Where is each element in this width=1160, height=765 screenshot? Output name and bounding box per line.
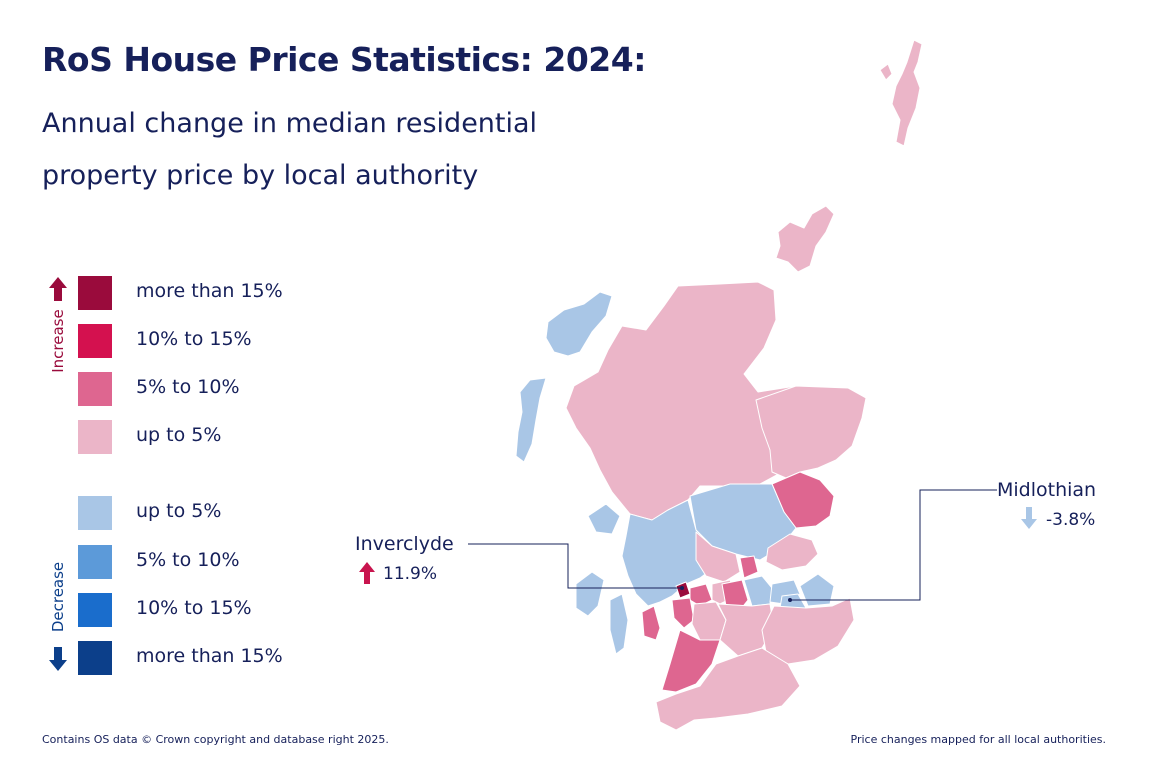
region-north-lanarkshire	[721, 579, 749, 611]
legend-label: more than 15%	[136, 280, 283, 302]
legend-item-decrease-10-15: 10% to 15%	[78, 593, 338, 629]
decrease-arrow-icon	[1021, 507, 1037, 529]
region-western-isles	[545, 291, 613, 357]
footer-attribution: Contains OS data © Crown copyright and d…	[42, 733, 389, 746]
region-arran	[641, 605, 661, 641]
legend-swatch	[78, 276, 112, 310]
legend-item-increase-gt15: more than 15%	[78, 276, 338, 312]
legend-item-increase-5-10: 5% to 10%	[78, 372, 338, 408]
region-falkirk	[739, 555, 759, 579]
increase-arrow-icon	[49, 277, 67, 301]
region-shetland	[891, 39, 923, 147]
legend-swatch	[78, 324, 112, 358]
increase-arrow-icon	[359, 562, 375, 584]
midlothian-callout-name: Midlothian	[997, 479, 1097, 501]
region-islay	[575, 571, 605, 617]
region-western-isles-south	[515, 377, 547, 463]
region-north-ayrshire	[671, 597, 695, 629]
decrease-arrow-icon	[49, 647, 67, 671]
region-west-lothian	[743, 575, 773, 607]
region-shetland-islet	[879, 63, 893, 81]
legend-item-decrease-0-5: up to 5%	[78, 496, 338, 532]
legend-swatch	[78, 496, 112, 530]
legend-label: up to 5%	[136, 500, 222, 522]
region-kintyre	[609, 593, 629, 655]
inverclyde-callout-name: Inverclyde	[355, 533, 454, 555]
region-borders	[761, 597, 855, 665]
legend-item-increase-0-5: up to 5%	[78, 420, 338, 456]
legend-label: 5% to 10%	[136, 549, 240, 571]
region-aberdeenshire	[755, 385, 867, 479]
midlothian-callout-value: -3.8%	[1046, 510, 1096, 530]
legend-item-decrease-5-10: 5% to 10%	[78, 545, 338, 581]
region-mull	[587, 503, 621, 535]
legend-label: 5% to 10%	[136, 376, 240, 398]
subtitle-line: Annual change in median residential	[42, 108, 538, 139]
footer-note: Price changes mapped for all local autho…	[850, 733, 1106, 746]
legend-item-increase-10-15: 10% to 15%	[78, 324, 338, 360]
subtitle-line: property price by local authority	[42, 160, 479, 191]
legend-item-decrease-gt15: more than 15%	[78, 641, 338, 677]
legend-swatch	[78, 545, 112, 579]
region-south-ayrshire	[661, 629, 721, 693]
region-dumfries-galloway	[655, 647, 801, 731]
legend-label: 10% to 15%	[136, 597, 252, 619]
legend-swatch	[78, 641, 112, 675]
legend-swatch	[78, 372, 112, 406]
legend-label: 10% to 15%	[136, 328, 252, 350]
region-orkney	[775, 205, 835, 273]
legend-swatch	[78, 593, 112, 627]
legend-label: more than 15%	[136, 645, 283, 667]
inverclyde-callout-value: 11.9%	[383, 564, 438, 584]
page-title: RoS House Price Statistics: 2024:	[42, 40, 646, 79]
page-subtitle: Annual change in median residential prop…	[42, 98, 602, 202]
region-east-lothian	[799, 573, 835, 607]
region-stirling	[695, 531, 741, 583]
legend-swatch	[78, 420, 112, 454]
legend-label: up to 5%	[136, 424, 222, 446]
